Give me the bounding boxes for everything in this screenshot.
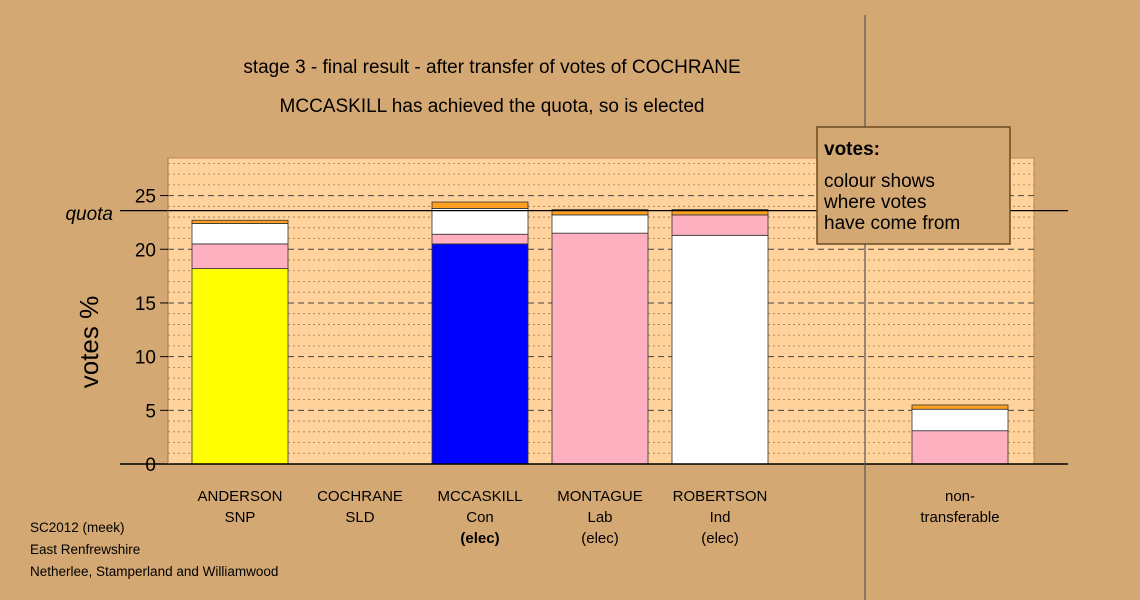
legend-line: colour shows	[824, 171, 935, 192]
bar-segment	[551, 232, 649, 465]
bar-segment	[671, 214, 769, 236]
x-tick-label: ROBERTSON	[673, 488, 768, 505]
x-tick-label: COCHRANE	[317, 488, 403, 505]
x-tick-label: Lab	[587, 509, 612, 526]
bar-segment	[911, 404, 1009, 410]
y-tick-label: 5	[145, 401, 156, 422]
legend-line: where votes	[823, 192, 926, 213]
y-tick-label: 10	[135, 348, 156, 369]
bar-segment	[191, 243, 289, 269]
bar-segment	[911, 430, 1009, 465]
x-tick-label: SNP	[225, 509, 256, 526]
bars	[191, 201, 1009, 465]
x-tick-label: MONTAGUE	[557, 488, 643, 505]
x-tick-label: (elec)	[701, 530, 739, 547]
bar-segment	[431, 233, 529, 245]
x-tick-label: non-	[945, 488, 975, 505]
chart-subtitle: MCCASKILL has achieved the quota, so is …	[280, 96, 705, 117]
bar-segment	[551, 209, 649, 216]
y-axis-label: votes %	[74, 296, 104, 389]
x-tick-label: (elec)	[581, 530, 619, 547]
x-tick-label: transferable	[920, 509, 999, 526]
x-tick-label: SLD	[345, 509, 374, 526]
legend-box	[816, 126, 1011, 245]
bar-segment	[551, 214, 649, 234]
bar-segment	[911, 408, 1009, 432]
y-tick-label: 0	[145, 455, 156, 476]
bar-segment	[431, 201, 529, 209]
x-tick-label: Ind	[710, 509, 731, 526]
bar-segment	[671, 209, 769, 216]
y-tick-label: 20	[135, 240, 156, 261]
footer-line: SC2012 (meek)	[30, 520, 125, 535]
footer-line: Netherlee, Stamperland and Williamwood	[30, 564, 278, 579]
x-tick-label: ANDERSON	[197, 488, 282, 505]
y-axis-ticks: 0 5 10 15 20 25	[135, 158, 169, 476]
legend: votes: colour shows where votes have com…	[816, 126, 1011, 245]
bar-segment	[671, 234, 769, 465]
chart-title: stage 3 - final result - after transfer …	[243, 57, 740, 78]
bar-segment	[191, 219, 289, 224]
y-tick-label: 15	[135, 294, 156, 315]
legend-line: have come from	[824, 213, 960, 234]
quota-label: quota	[65, 204, 113, 225]
x-tick-label: (elec)	[460, 530, 499, 547]
x-tick-label: Con	[466, 509, 494, 526]
bar-segment	[431, 243, 529, 465]
y-tick-label: 25	[135, 187, 156, 208]
x-tick-label: MCCASKILL	[437, 488, 522, 505]
footer-line: East Renfrewshire	[30, 542, 140, 557]
bar-segment	[431, 208, 529, 235]
bar-segment	[191, 268, 289, 465]
x-axis-labels: ANDERSON SNP COCHRANE SLD MCCASKILL Con (elec)…	[197, 488, 999, 547]
legend-title: votes:	[824, 139, 880, 160]
bar-segment	[191, 223, 289, 245]
